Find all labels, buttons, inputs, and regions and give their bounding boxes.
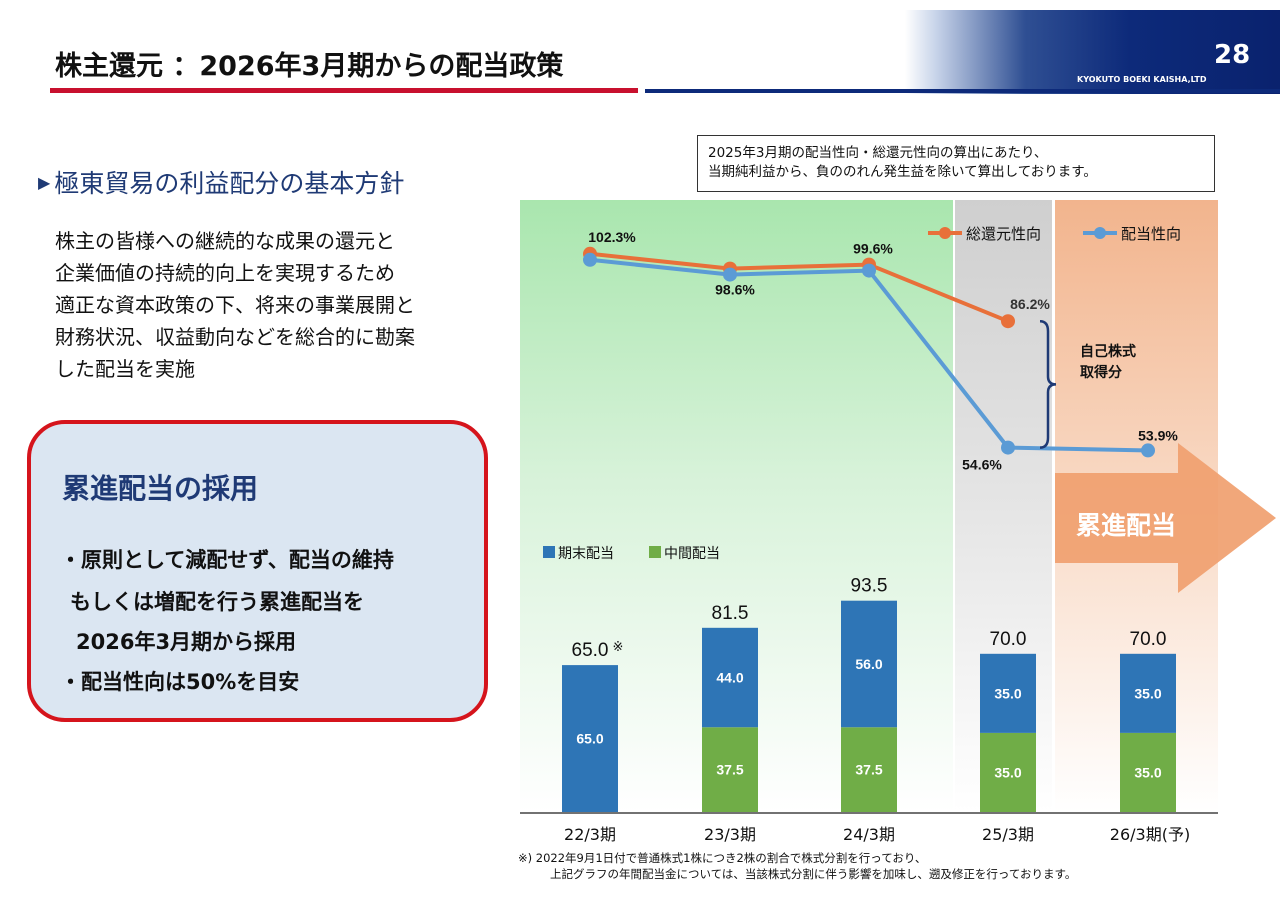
legend-label-payout: 配当性向 <box>1121 225 1181 243</box>
legend-swatch-year-end <box>543 546 555 558</box>
bar-year-end <box>841 600 897 728</box>
point-payout <box>862 263 876 278</box>
triangle-bullet-icon: ▶ <box>38 173 51 192</box>
policy-line: 企業価値の持続的向上を実現するため <box>55 261 395 285</box>
bar-total-label: 65.0 <box>572 640 609 661</box>
line-point-label: 86.2% <box>1010 296 1050 312</box>
page-number: 28 <box>1214 40 1251 70</box>
box-line: 2026年3月期から採用 <box>76 630 297 654</box>
box-line: もしくは増配を行う累進配当を <box>70 590 364 614</box>
bar-total-label: 93.5 <box>851 576 888 597</box>
x-tick-label: 22/3期 <box>564 825 616 844</box>
legend-marker-payout <box>1094 227 1106 239</box>
bar-year-end-label: 44.0 <box>716 670 743 686</box>
line-point-label: 99.6% <box>853 241 893 257</box>
bar-interim <box>841 727 897 812</box>
line-point-label: 98.6% <box>715 282 755 298</box>
box-line: ・配当性向は50%を目安 <box>60 670 300 694</box>
bar-interim-label: 35.0 <box>994 764 1021 780</box>
box-line: ・原則として減配せず、配当の維持 <box>60 548 394 572</box>
company-name: KYOKUTO BOEKI KAISHA,LTD <box>1077 75 1207 84</box>
x-tick-label: 25/3期 <box>982 825 1034 844</box>
bar-interim <box>702 727 758 812</box>
point-total-return <box>1001 314 1015 329</box>
policy-line: 財務状況、収益動向などを総合的に勘案 <box>55 325 415 349</box>
bar-total-mark: ※ <box>613 640 624 655</box>
bar-year-end-label: 35.0 <box>1134 685 1161 701</box>
legend-label-interim: 中間配当 <box>664 546 720 562</box>
bar-interim-label: 37.5 <box>855 762 882 778</box>
bar-interim-label: 35.0 <box>1134 764 1161 780</box>
bracket-label-line: 自己株式 <box>1080 343 1136 360</box>
header-banner <box>905 10 1280 94</box>
footnote-line: 上記グラフの年間配当金については、当該株式分割に伴う影響を加味し、遡及修正を行っ… <box>550 867 1077 881</box>
note-line: 2025年3月期の配当性向・総還元性向の算出にあたり、 <box>708 145 1048 161</box>
note-line: 当期純利益から、負ののれん発生益を除いて算出しております。 <box>708 164 1097 180</box>
legend-marker-total-return <box>939 227 951 239</box>
bar-year-end <box>562 665 618 812</box>
section-heading: ▶ 極東貿易の利益配分の基本方針 <box>38 164 404 200</box>
line-point-label: 53.9% <box>1138 427 1178 443</box>
bar-year-end <box>702 627 758 728</box>
policy-text: 株主の皆様への継続的な成果の還元と 企業価値の持続的向上を実現するため 適正な資… <box>55 225 475 385</box>
bar-total-label: 81.5 <box>712 603 749 624</box>
policy-line: 株主の皆様への継続的な成果の還元と <box>55 229 395 253</box>
footnote-line: ※) 2022年9月1日付で普通株式1株につき2株の割合で株式分割を行っており、 <box>518 851 927 865</box>
bar-interim-label: 37.5 <box>716 762 743 778</box>
title-underline <box>50 88 638 93</box>
bar-year-end-label: 35.0 <box>994 685 1021 701</box>
point-payout <box>583 252 597 267</box>
bar-total-label: 70.0 <box>990 629 1027 650</box>
bracket-shape <box>1039 319 1057 449</box>
point-payout <box>1141 443 1155 458</box>
bracket-label-line: 取得分 <box>1080 364 1122 381</box>
line-point-label: 54.6% <box>962 457 1002 473</box>
calculation-note: 2025年3月期の配当性向・総還元性向の算出にあたり、 当期純利益から、負ののれ… <box>697 135 1215 192</box>
bar-interim <box>1120 732 1176 812</box>
page-title: 株主還元 ：2026年3月期からの配当政策 <box>55 51 564 82</box>
point-payout <box>723 267 737 282</box>
progressive-dividend-title: 累進配当の採用 <box>62 472 259 505</box>
policy-line: した配当を実施 <box>55 357 195 381</box>
x-tick-label: 23/3期 <box>704 825 756 844</box>
legend-label-year-end: 期末配当 <box>558 546 614 562</box>
point-payout <box>1001 440 1015 455</box>
progressive-arrow-label: 累進配当 <box>1076 511 1177 540</box>
bar-year-end-label: 65.0 <box>576 731 603 747</box>
legend-label-total-return: 総還元性向 <box>966 225 1041 243</box>
line-total-return <box>589 251 1009 324</box>
section-heading-text: 極東貿易の利益配分の基本方針 <box>54 169 405 198</box>
legend-swatch-interim <box>649 546 661 558</box>
progressive-arrow-shape <box>1055 443 1276 593</box>
bar-year-end-label: 56.0 <box>855 656 882 672</box>
x-tick-label: 26/3期(予) <box>1110 825 1190 844</box>
footnote: ※) 2022年9月1日付で普通株式1株につき2株の割合で株式分割を行っており、… <box>518 850 1076 882</box>
bar-year-end <box>980 653 1036 733</box>
progressive-dividend-box <box>27 420 488 722</box>
bar-interim <box>980 732 1036 812</box>
x-tick-label: 24/3期 <box>843 825 895 844</box>
bar-year-end <box>1120 653 1176 733</box>
line-point-label: 102.3% <box>588 229 636 245</box>
bar-total-label: 70.0 <box>1130 629 1167 650</box>
line-payout <box>589 257 1149 453</box>
policy-line: 適正な資本政策の下、将来の事業展開と <box>55 293 415 317</box>
header-rule <box>645 89 1280 93</box>
